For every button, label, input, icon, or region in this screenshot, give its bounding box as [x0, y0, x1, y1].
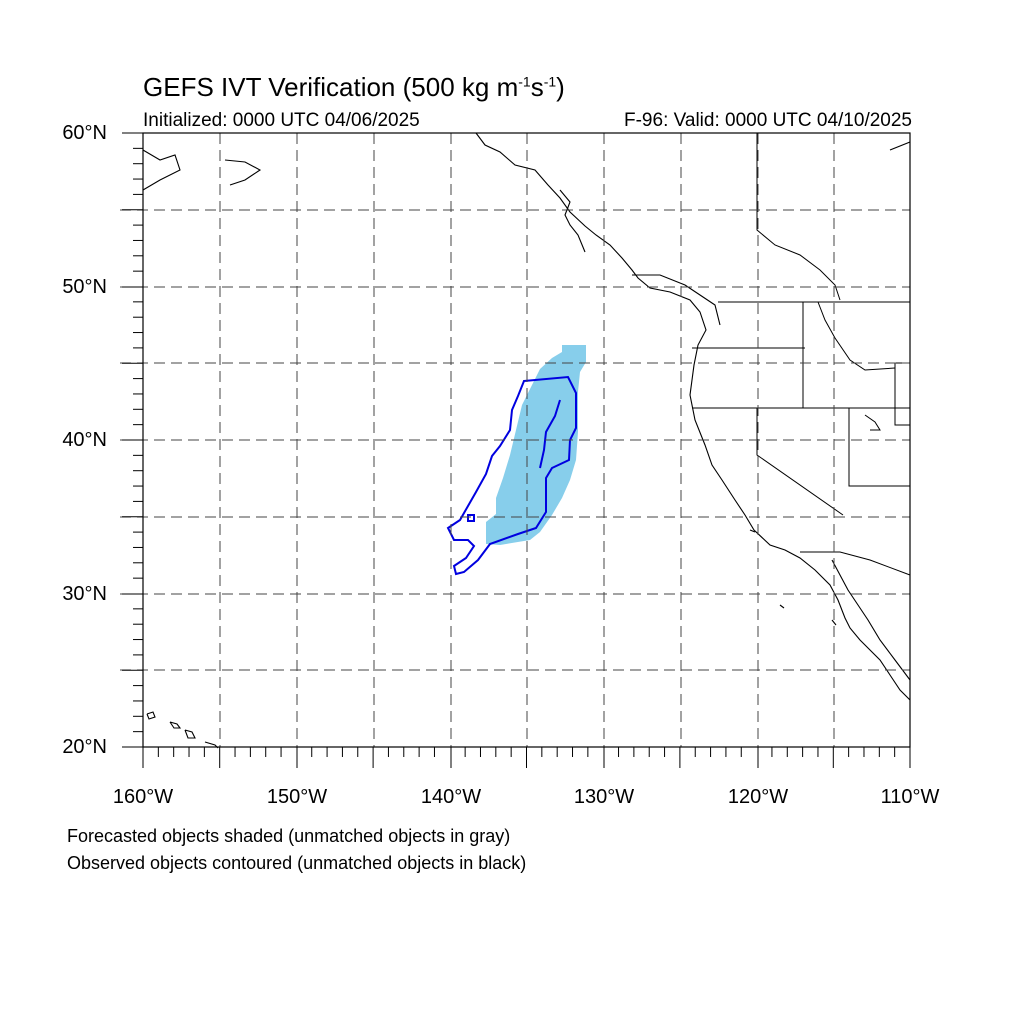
state-borders [692, 133, 911, 576]
lon-label-120w: 120°W [727, 786, 789, 808]
lat-label-50n: 50°N [62, 276, 107, 298]
lon-label-160w: 160°W [112, 786, 174, 808]
lon-label-130w: 130°W [573, 786, 635, 808]
observed-object-small [467, 514, 475, 522]
lon-label-110w: 110°W [880, 786, 940, 808]
initialized-time: Initialized: 0000 UTC 04/06/2025 [143, 110, 420, 131]
lat-label-20n: 20°N [62, 736, 107, 758]
chart-title: GEFS IVT Verification (500 kg m-1s-1) [143, 72, 565, 102]
observed-object [446, 375, 577, 576]
axis-ticks [122, 132, 911, 768]
forecast-object [486, 345, 586, 545]
lat-label-60n: 60°N [62, 122, 107, 144]
valid-time: F-96: Valid: 0000 UTC 04/10/2025 [624, 110, 912, 131]
lat-label-40n: 40°N [62, 429, 107, 451]
lon-label-140w: 140°W [420, 786, 482, 808]
footer-forecast-note: Forecasted objects shaded (unmatched obj… [67, 826, 511, 846]
footer-observed-note: Observed objects contoured (unmatched ob… [67, 853, 527, 873]
grid-lines [120, 133, 910, 747]
lon-label-150w: 150°W [266, 786, 328, 808]
coastlines [142, 132, 911, 749]
lat-label-30n: 30°N [62, 583, 107, 605]
minor-ticks [122, 147, 896, 768]
observed-object-inner [539, 399, 561, 469]
